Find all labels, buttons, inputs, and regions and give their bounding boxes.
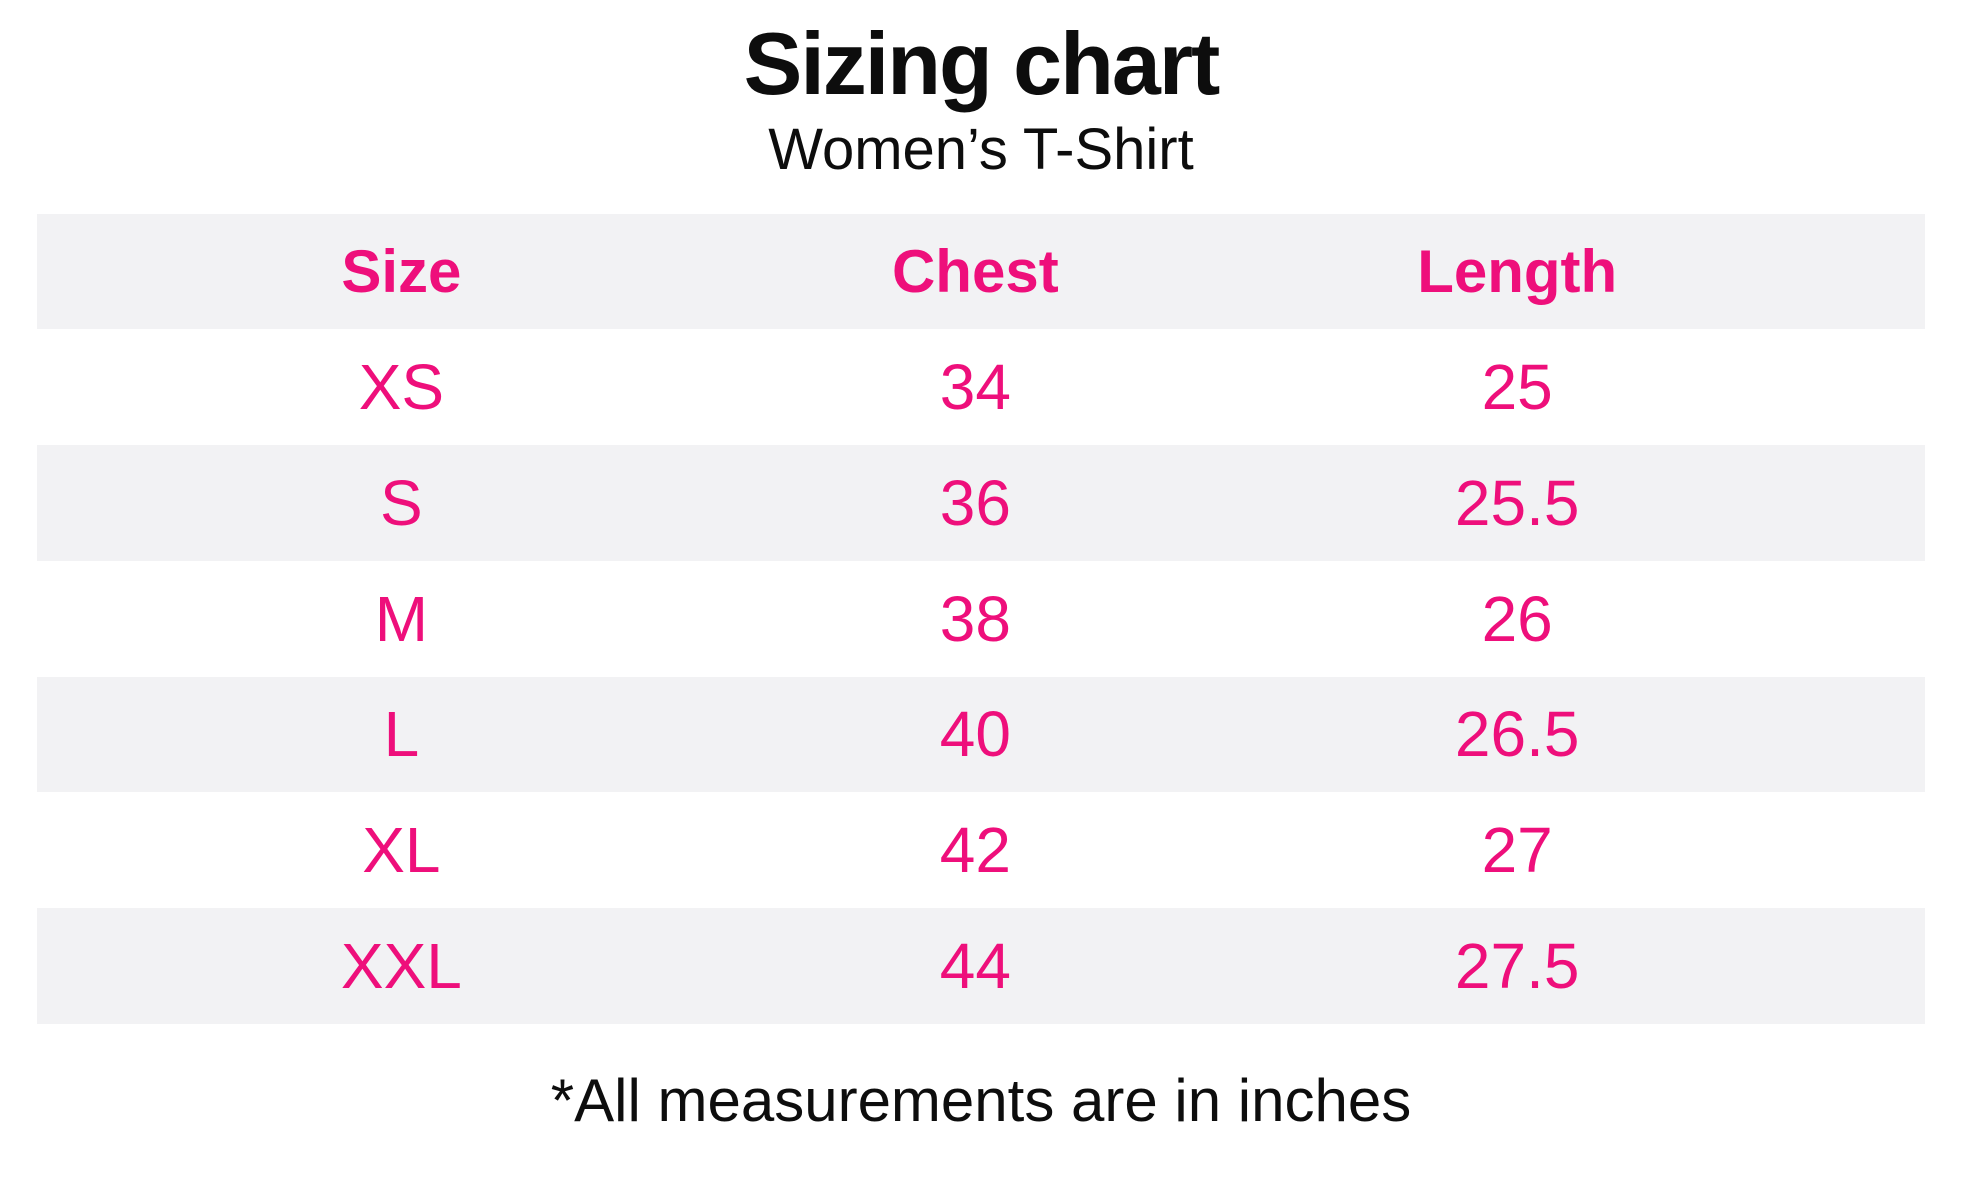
chest-cell: 40 — [939, 698, 1011, 771]
size-cell: S — [380, 467, 423, 540]
page-subtitle: Women’s T-Shirt — [768, 117, 1194, 182]
length-cell: 26 — [1481, 582, 1553, 655]
size-cell: L — [383, 698, 420, 771]
table-header-row: Size Chest Length — [37, 213, 1925, 330]
table-row: XL 42 27 — [37, 792, 1925, 908]
chest-cell: 42 — [939, 814, 1011, 887]
chest-cell: 34 — [939, 351, 1011, 424]
chest-cell: 36 — [939, 467, 1011, 540]
length-cell: 25 — [1481, 351, 1553, 424]
header-cell-chest: Chest — [891, 237, 1059, 305]
sizing-table: Size Chest Length XS 34 25 S 36 25.5 M 3… — [37, 213, 1925, 1024]
chest-cell: 44 — [939, 929, 1011, 1002]
size-cell: XXL — [340, 929, 462, 1002]
length-cell: 27 — [1481, 814, 1553, 887]
table-row: XXL 44 27.5 — [37, 907, 1925, 1024]
header-cell-size: Size — [341, 237, 462, 305]
table-row: S 36 25.5 — [37, 445, 1925, 561]
size-cell: M — [374, 582, 429, 655]
page-title: Sizing chart — [743, 14, 1221, 113]
length-cell: 27.5 — [1454, 929, 1580, 1002]
chest-cell: 38 — [939, 582, 1011, 655]
footnote: *All measurements are in inches — [550, 1066, 1412, 1134]
header-cell-length: Length — [1417, 237, 1618, 305]
table-row: L 40 26.5 — [37, 676, 1925, 793]
table-row: XS 34 25 — [37, 329, 1925, 446]
length-cell: 26.5 — [1454, 698, 1580, 771]
table-row: M 38 26 — [37, 560, 1925, 677]
size-cell: XL — [362, 814, 441, 887]
size-cell: XS — [358, 351, 445, 424]
length-cell: 25.5 — [1454, 467, 1580, 540]
